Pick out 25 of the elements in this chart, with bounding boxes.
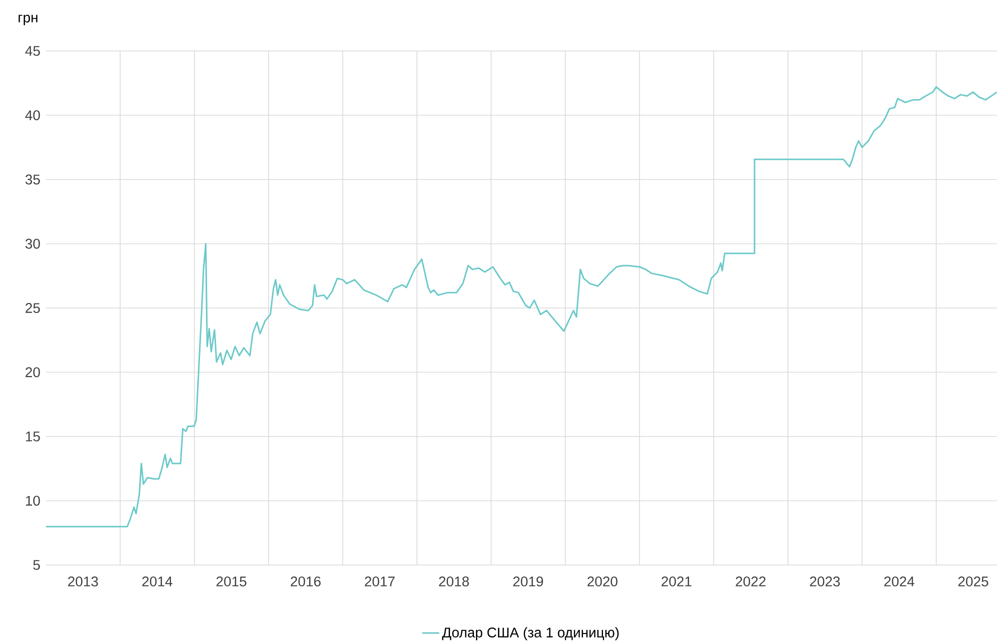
- y-tick-label: 25: [26, 303, 40, 313]
- legend-label: Долар США (за 1 одиницю): [442, 627, 619, 640]
- line-series: [46, 86, 997, 528]
- x-tick-label: 2015: [216, 576, 246, 586]
- x-tick-label: 2023: [810, 576, 840, 586]
- y-tick-label: 40: [25, 110, 40, 120]
- y-axis-title: грн: [18, 14, 38, 26]
- x-tick-label: 2021: [662, 576, 692, 586]
- x-tick-label: 2022: [736, 576, 766, 586]
- x-tick-label: 2014: [142, 576, 172, 586]
- x-tick-label: 2018: [439, 576, 469, 586]
- x-tick-label: 2017: [364, 576, 395, 586]
- x-tick-label: 2019: [513, 576, 544, 586]
- y-tick-label: 5: [33, 560, 40, 570]
- y-tick-label: 45: [25, 46, 40, 56]
- x-tick-label: 2013: [68, 576, 98, 586]
- x-tick-label: 2016: [290, 576, 321, 586]
- x-tick-label: 2024: [884, 576, 914, 586]
- y-tick-label: 20: [26, 367, 40, 378]
- y-tick-label: 35: [25, 174, 40, 184]
- x-tick-label: 2020: [588, 576, 618, 586]
- y-tick-label: 15: [26, 432, 40, 442]
- y-tick-label: 10: [26, 496, 40, 506]
- x-tick-label: 2025: [958, 576, 988, 586]
- y-tick-label: 30: [25, 238, 40, 249]
